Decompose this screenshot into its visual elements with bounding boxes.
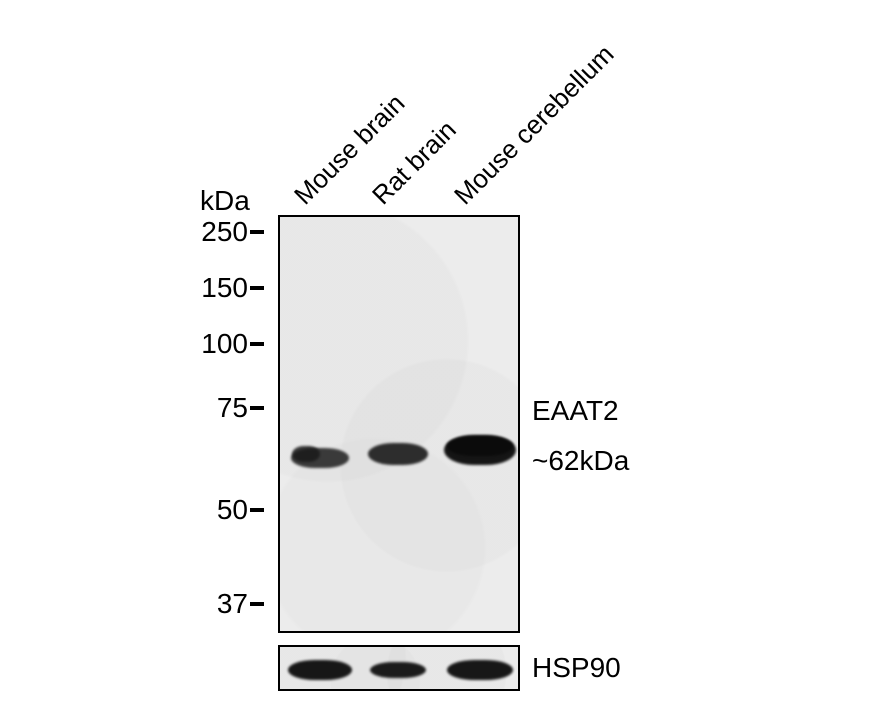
axis-label-kda: kDa <box>200 185 250 217</box>
mw-marker-tick <box>250 286 264 290</box>
mw-marker-tick <box>250 508 264 512</box>
figure-container: kDa Mouse brain Rat brain Mouse cerebell… <box>0 0 888 711</box>
mw-marker: 37 <box>0 588 264 620</box>
mw-marker: 250 <box>0 216 264 248</box>
protein-band <box>368 443 428 465</box>
mw-marker-value: 250 <box>201 216 248 248</box>
target-protein-mw: ~62kDa <box>532 445 629 477</box>
mw-marker-value: 100 <box>201 328 248 360</box>
mw-marker: 150 <box>0 272 264 304</box>
loading-control-name: HSP90 <box>532 652 621 684</box>
mw-marker: 75 <box>0 392 264 424</box>
mw-marker: 50 <box>0 494 264 526</box>
mw-marker: 100 <box>0 328 264 360</box>
blot-noise <box>280 217 518 631</box>
target-protein-name: EAAT2 <box>532 395 619 427</box>
mw-marker-value: 50 <box>217 494 248 526</box>
blot-main <box>278 215 520 633</box>
mw-marker-value: 75 <box>217 392 248 424</box>
mw-marker-tick <box>250 406 264 410</box>
lane-label-3: Mouse cerebellum <box>448 39 620 211</box>
loading-band <box>288 660 352 680</box>
mw-marker-tick <box>250 342 264 346</box>
loading-band <box>370 662 426 678</box>
blot-loading-control <box>278 645 520 691</box>
mw-marker-value: 37 <box>217 588 248 620</box>
protein-band <box>292 446 320 462</box>
mw-marker-tick <box>250 230 264 234</box>
protein-band <box>447 436 513 456</box>
mw-marker-value: 150 <box>201 272 248 304</box>
loading-band <box>447 660 513 680</box>
mw-marker-tick <box>250 602 264 606</box>
